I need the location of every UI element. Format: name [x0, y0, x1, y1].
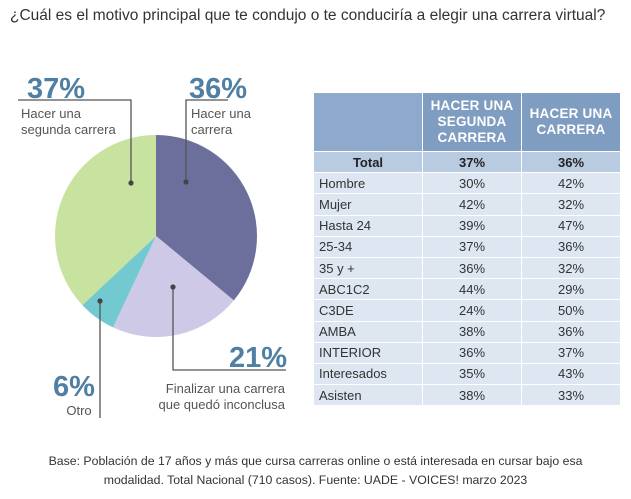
row-value-hacer-carrera: 32% — [521, 256, 621, 280]
table-row: ABC1C2 44% 29% — [313, 278, 621, 301]
row-value-segunda-carrera: 36% — [422, 341, 522, 364]
table-row: Hasta 24 39% 47% — [313, 214, 621, 237]
leader-dot — [128, 180, 134, 186]
total-value-segunda-carrera: 37% — [422, 150, 522, 174]
row-label: 35 y + — [313, 256, 423, 280]
table-row: C3DE 24% 50% — [313, 299, 621, 322]
row-value-segunda-carrera: 38% — [422, 320, 522, 343]
header-line: CARRERA — [437, 130, 507, 145]
chart-question-title: ¿Cuál es el motivo principal que te cond… — [10, 7, 606, 24]
table-row: INTERIOR 36% 37% — [313, 341, 621, 364]
table-header-segunda-carrera: HACER UNA SEGUNDA CARRERA — [422, 92, 522, 152]
total-value-hacer-carrera: 36% — [521, 150, 621, 174]
row-label: AMBA — [313, 320, 423, 343]
table-header-hacer-carrera: HACER UNA CARRERA — [521, 92, 621, 152]
row-label: Asisten — [313, 384, 423, 407]
leader-dot — [183, 179, 189, 185]
row-value-segunda-carrera: 42% — [422, 193, 522, 216]
pie-slice-hacer-una-carrera — [156, 135, 257, 301]
footer-line-2: modalidad. Total Nacional (710 casos). F… — [103, 473, 528, 487]
slice-category-label: Hacer una — [21, 106, 82, 121]
table-row: Asisten 38% 33% — [313, 384, 621, 407]
row-value-segunda-carrera: 36% — [422, 256, 522, 280]
row-value-segunda-carrera: 39% — [422, 214, 522, 237]
row-value-hacer-carrera: 42% — [521, 172, 621, 195]
table-row: 35 y +36% 32% — [313, 256, 621, 280]
row-value-segunda-carrera: 30% — [422, 172, 522, 195]
slice-category-label: segunda carrera — [21, 122, 116, 137]
row-value-hacer-carrera: 32% — [521, 193, 621, 216]
row-value-hacer-carrera: 36% — [521, 320, 621, 343]
row-value-hacer-carrera: 33% — [521, 384, 621, 407]
leader-dot — [97, 298, 103, 304]
table-row: 25-34 37% 36% — [313, 235, 621, 258]
slice-category-label: Finalizar una carrera — [166, 381, 286, 396]
row-value-segunda-carrera: 38% — [422, 384, 522, 407]
slice-percent-label: 36% — [189, 73, 247, 105]
leader-dot — [170, 284, 176, 290]
header-line: CARRERA — [536, 122, 606, 137]
slice-category-label: Otro — [66, 403, 91, 418]
row-value-hacer-carrera: 37% — [521, 341, 621, 364]
footer-line-1: Base: Población de 17 años y más que cur… — [48, 454, 583, 468]
row-label: INTERIOR — [313, 341, 423, 364]
row-value-hacer-carrera: 36% — [521, 235, 621, 258]
row-value-hacer-carrera: 43% — [521, 362, 621, 386]
header-line: HACER UNA — [430, 98, 514, 113]
leader-line — [172, 287, 286, 371]
table-row: Mujer 42% 32% — [313, 193, 621, 216]
row-value-segunda-carrera: 35% — [422, 362, 522, 386]
table-header-row: HACER UNA SEGUNDA CARRERA HACER UNA CARR… — [313, 92, 621, 152]
row-label: Hasta 24 — [313, 214, 423, 237]
row-value-segunda-carrera: 44% — [422, 278, 522, 301]
header-line: SEGUNDA — [437, 114, 507, 129]
slice-category-label: Hacer una — [191, 106, 252, 121]
table-row: AMBA 38% 36% — [313, 320, 621, 343]
footer-source-note: Base: Población de 17 años y más que cur… — [0, 452, 631, 490]
row-value-hacer-carrera: 29% — [521, 278, 621, 301]
leader-line — [18, 99, 132, 183]
row-label: ABC1C2 — [313, 278, 423, 301]
row-label: Hombre — [313, 172, 423, 195]
row-label: Mujer — [313, 193, 423, 216]
slice-category-label: carrera — [191, 122, 233, 137]
row-value-segunda-carrera: 37% — [422, 235, 522, 258]
crosstab-table-container: HACER UNA SEGUNDA CARRERA HACER UNA CARR… — [313, 92, 621, 407]
table-header-blank — [313, 92, 423, 152]
total-label: Total — [313, 150, 423, 174]
row-label: Interesados — [313, 362, 423, 386]
slice-percent-label: 37% — [27, 73, 85, 105]
slice-percent-label: 21% — [229, 342, 287, 374]
row-label: C3DE — [313, 299, 423, 322]
header-line: HACER UNA — [529, 106, 613, 121]
crosstab-table: HACER UNA SEGUNDA CARRERA HACER UNA CARR… — [313, 92, 621, 407]
table-row: Interesados 35% 43% — [313, 362, 621, 386]
row-value-segunda-carrera: 24% — [422, 299, 522, 322]
row-label: 25-34 — [313, 235, 423, 258]
row-value-hacer-carrera: 50% — [521, 299, 621, 322]
slice-category-label: que quedó inconclusa — [159, 397, 286, 412]
leader-line — [185, 99, 228, 182]
slice-percent-label: 6% — [53, 371, 95, 403]
table-row: Hombre 30% 42% — [313, 172, 621, 195]
row-value-hacer-carrera: 47% — [521, 214, 621, 237]
table-total-row: Total 37% 36% — [313, 150, 621, 174]
pie-slice-otro — [82, 236, 156, 328]
